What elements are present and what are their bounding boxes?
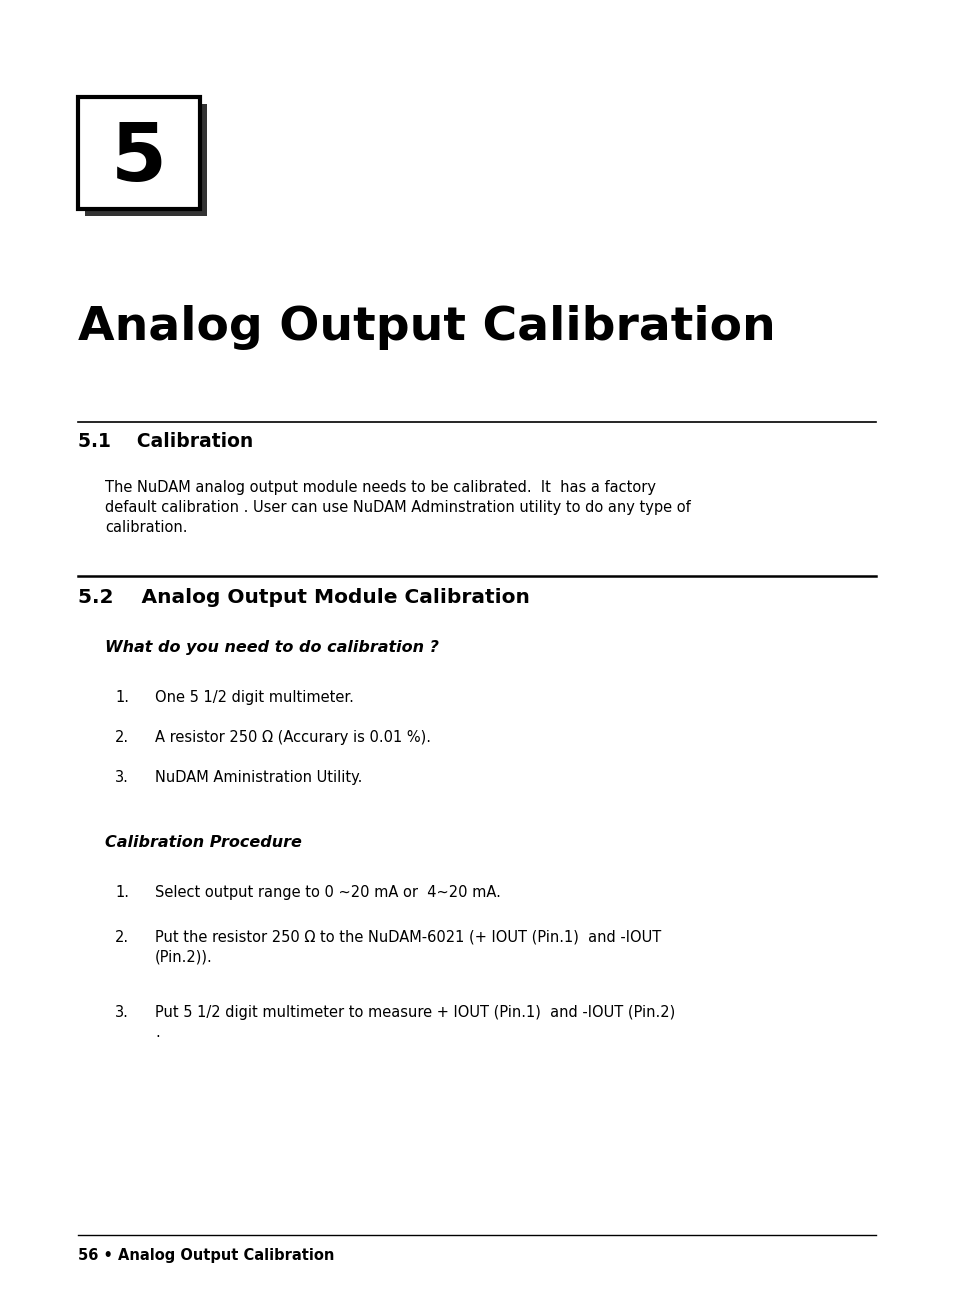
Text: 1.: 1. xyxy=(115,886,129,900)
Text: NuDAM Aministration Utility.: NuDAM Aministration Utility. xyxy=(154,770,362,784)
Text: 3.: 3. xyxy=(115,1005,129,1020)
Text: Analog Output Calibration: Analog Output Calibration xyxy=(78,305,775,350)
Bar xyxy=(78,97,200,209)
Bar xyxy=(85,104,207,215)
Text: 2.: 2. xyxy=(115,731,129,745)
Text: 3.: 3. xyxy=(115,770,129,784)
Text: A resistor 250 Ω (Accurary is 0.01 %).: A resistor 250 Ω (Accurary is 0.01 %). xyxy=(154,731,431,745)
Text: (Pin.2)).: (Pin.2)). xyxy=(154,950,213,964)
Text: .: . xyxy=(154,1025,159,1039)
Text: The NuDAM analog output module needs to be calibrated.  It  has a factory: The NuDAM analog output module needs to … xyxy=(105,480,656,495)
Text: Calibration Procedure: Calibration Procedure xyxy=(105,834,301,850)
Text: 2.: 2. xyxy=(115,930,129,945)
Text: Put the resistor 250 Ω to the NuDAM-6021 (+ IOUT (Pin.1)  and -IOUT: Put the resistor 250 Ω to the NuDAM-6021… xyxy=(154,930,660,945)
Text: default calibration . User can use NuDAM Adminstration utility to do any type of: default calibration . User can use NuDAM… xyxy=(105,501,690,515)
Text: What do you need to do calibration ?: What do you need to do calibration ? xyxy=(105,640,438,654)
Text: 5.1    Calibration: 5.1 Calibration xyxy=(78,432,253,451)
Text: 5.2    Analog Output Module Calibration: 5.2 Analog Output Module Calibration xyxy=(78,587,529,607)
Text: 56 • Analog Output Calibration: 56 • Analog Output Calibration xyxy=(78,1248,334,1263)
Text: 1.: 1. xyxy=(115,690,129,706)
Text: One 5 1/2 digit multimeter.: One 5 1/2 digit multimeter. xyxy=(154,690,354,706)
Text: calibration.: calibration. xyxy=(105,520,188,535)
Text: Select output range to 0 ~20 mA or  4~20 mA.: Select output range to 0 ~20 mA or 4~20 … xyxy=(154,886,500,900)
Text: Put 5 1/2 digit multimeter to measure + IOUT (Pin.1)  and -IOUT (Pin.2): Put 5 1/2 digit multimeter to measure + … xyxy=(154,1005,675,1020)
Text: 5: 5 xyxy=(111,120,167,198)
